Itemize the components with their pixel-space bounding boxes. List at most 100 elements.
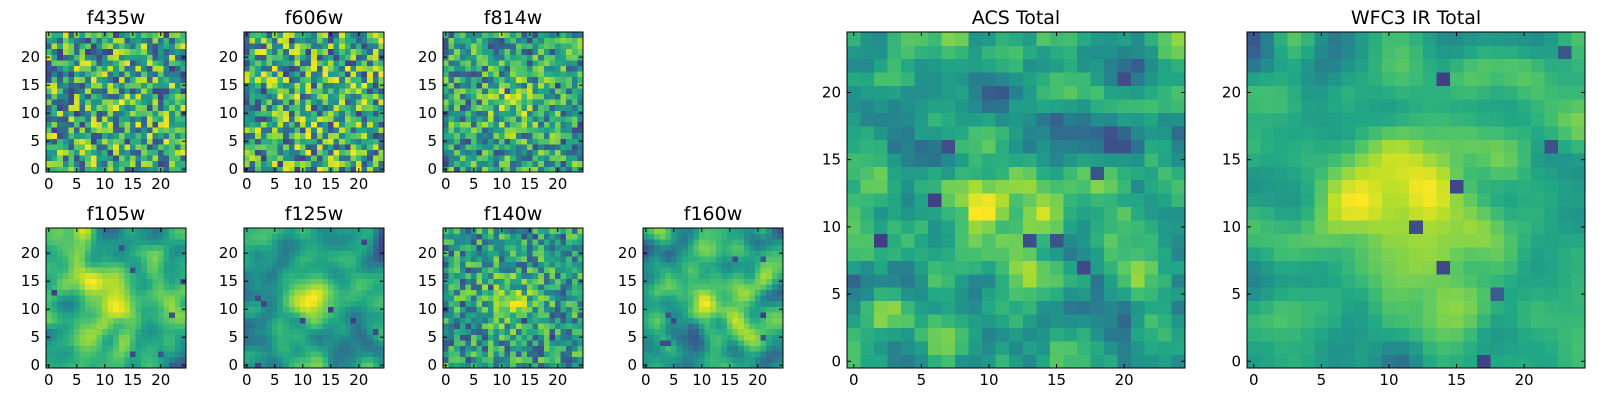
heatmap-cell — [1171, 260, 1186, 275]
heatmap-cell — [487, 328, 494, 335]
heatmap-cell — [169, 65, 176, 72]
heatmap-cell — [671, 300, 677, 307]
heatmap-cell — [771, 239, 778, 246]
heatmap-cell — [648, 356, 655, 363]
heatmap-cell — [771, 228, 778, 234]
heatmap-cell — [311, 340, 318, 346]
heatmap-cell — [648, 306, 655, 313]
x-tick-label: 10 — [692, 371, 711, 389]
heatmap-cell — [316, 132, 323, 139]
heatmap-cell — [361, 127, 368, 134]
heatmap-cell — [727, 334, 733, 341]
heatmap-cell — [465, 272, 472, 279]
heatmap-cell — [158, 356, 164, 363]
heatmap-cell — [85, 155, 92, 162]
heatmap-cell — [521, 160, 528, 167]
heatmap-cell — [350, 60, 357, 66]
heatmap-cell — [566, 256, 573, 262]
heatmap-cell — [499, 144, 505, 150]
heatmap-cell — [499, 43, 505, 50]
heatmap-cell — [118, 228, 125, 234]
heatmap-cell — [648, 312, 655, 318]
heatmap-cell — [901, 206, 915, 221]
heatmap-cell — [654, 328, 661, 335]
heatmap-cell — [169, 54, 176, 61]
heatmap-cell — [515, 278, 522, 285]
heatmap-cell — [294, 121, 301, 128]
heatmap-cell — [704, 289, 711, 296]
heatmap-cell — [760, 356, 767, 363]
heatmap-cell — [68, 104, 75, 111]
heatmap-cell — [68, 323, 75, 330]
heatmap-cell — [102, 284, 108, 290]
heatmap-cell — [682, 267, 689, 274]
heatmap-cell — [454, 48, 461, 55]
heatmap-cell — [305, 48, 312, 55]
heatmap-cell — [928, 193, 942, 208]
heatmap-cell — [344, 65, 351, 72]
heatmap-cell — [283, 317, 290, 324]
heatmap-cell — [288, 272, 295, 279]
heatmap-cell — [174, 317, 181, 324]
heatmap-cell — [515, 127, 522, 134]
heatmap-cell — [682, 356, 689, 363]
heatmap-cell — [704, 267, 711, 274]
heatmap-cell — [350, 32, 357, 38]
heatmap-cell — [311, 351, 318, 358]
heatmap-cell — [328, 289, 334, 296]
heatmap-cell — [277, 239, 284, 246]
heatmap-cell — [356, 295, 362, 302]
heatmap-cell — [693, 267, 700, 274]
heatmap-cell — [85, 116, 92, 122]
heatmap-cell — [676, 362, 683, 369]
heatmap-cell — [1130, 260, 1145, 275]
heatmap-cell — [283, 110, 290, 117]
heatmap-cell — [1009, 314, 1024, 329]
heatmap-cell — [687, 250, 694, 257]
heatmap-cell — [62, 54, 69, 61]
heatmap-cell — [482, 306, 489, 313]
heatmap-cell — [499, 155, 505, 162]
heatmap-cell — [1076, 287, 1091, 302]
heatmap-cell — [454, 256, 461, 262]
heatmap-cell — [367, 295, 374, 302]
heatmap-cell — [322, 32, 329, 38]
heatmap-cell — [760, 233, 767, 240]
heatmap-cell — [538, 138, 545, 145]
heatmap-cell — [1103, 260, 1118, 275]
heatmap-cell — [68, 71, 75, 78]
heatmap-cell — [328, 233, 334, 240]
heatmap-cell — [46, 76, 52, 83]
heatmap-cell — [356, 284, 362, 290]
heatmap-cell — [443, 127, 449, 134]
heatmap-cell — [180, 65, 187, 72]
heatmap-cell — [118, 104, 125, 111]
heatmap-cell — [771, 345, 778, 352]
heatmap-cell — [107, 127, 114, 134]
heatmap-cell — [555, 340, 561, 346]
heatmap-cell — [255, 239, 262, 246]
heatmap-cell — [732, 328, 739, 335]
heatmap-cell — [79, 76, 86, 83]
heatmap-cell — [515, 295, 522, 302]
heatmap-cell — [57, 138, 64, 145]
heatmap-cell — [361, 166, 368, 173]
heatmap-cell — [158, 138, 164, 145]
y-tick-label: 15 — [219, 272, 238, 290]
heatmap-cell — [1171, 206, 1186, 221]
heatmap-cell — [454, 144, 461, 150]
heatmap-cell — [715, 289, 722, 296]
heatmap-cell — [68, 284, 75, 290]
heatmap-cell — [521, 138, 528, 145]
heatmap-cell — [85, 99, 92, 106]
heatmap-cell — [57, 110, 64, 117]
heatmap-cell — [471, 54, 477, 61]
heatmap-cell — [96, 278, 103, 285]
heatmap-cell — [493, 65, 500, 72]
heatmap-cell — [941, 233, 956, 248]
heatmap-cell — [887, 327, 902, 342]
heatmap-cell — [266, 54, 273, 61]
heatmap-cell — [968, 247, 983, 261]
heatmap-cell — [367, 239, 374, 246]
